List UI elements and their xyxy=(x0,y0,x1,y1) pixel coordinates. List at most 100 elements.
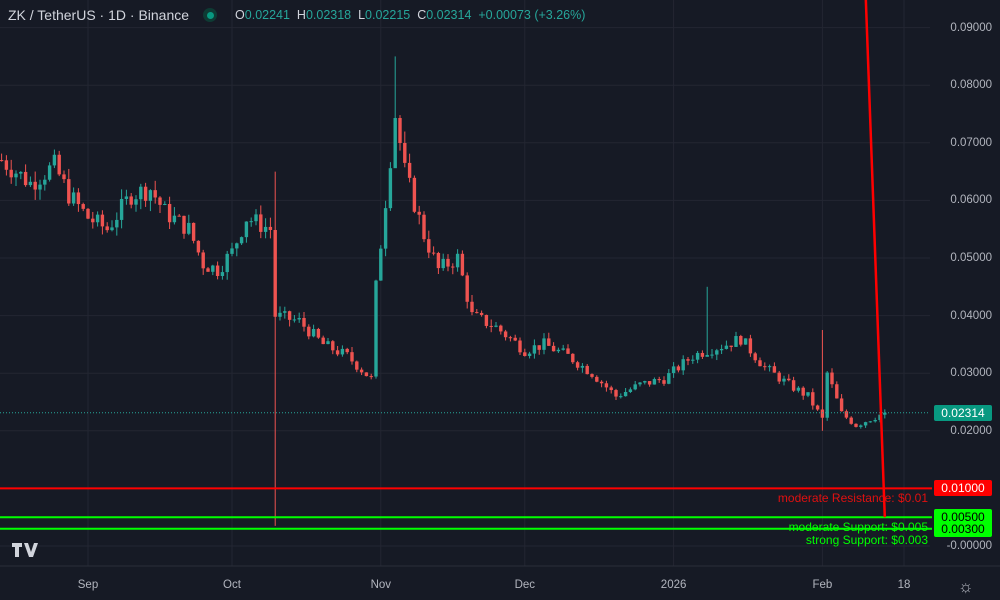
candle-body xyxy=(364,372,369,377)
candle-body xyxy=(446,258,450,267)
candle-body xyxy=(599,381,604,384)
candle-body xyxy=(71,192,76,204)
candle-body xyxy=(681,359,685,371)
candle-body xyxy=(739,336,743,345)
ohlc-legend: O0.02241 H0.02318 L0.02215 C0.02314 +0.0… xyxy=(235,8,586,22)
candle-body xyxy=(388,168,393,209)
candle-body xyxy=(595,376,599,382)
candle-body xyxy=(455,253,460,268)
candle-body xyxy=(691,359,695,361)
candle-body xyxy=(844,411,849,418)
candle-body xyxy=(196,240,201,253)
candle-body xyxy=(494,325,498,327)
candle-body xyxy=(249,221,253,223)
candle-body xyxy=(359,369,364,373)
candle-body xyxy=(177,215,181,217)
settings-gear-icon[interactable]: ☼ xyxy=(958,577,974,596)
candle-body xyxy=(763,366,767,368)
candle-body xyxy=(0,160,4,162)
candle-body xyxy=(489,325,493,327)
candle-body xyxy=(638,382,642,385)
candle-body xyxy=(743,338,748,345)
candle-body xyxy=(796,387,801,391)
candle-body xyxy=(62,174,66,180)
candle-body xyxy=(729,345,733,347)
candle-body xyxy=(302,317,306,327)
candle-body xyxy=(758,360,762,367)
candle-body xyxy=(451,266,455,268)
candle-body xyxy=(321,337,325,345)
candle-body xyxy=(849,417,853,424)
candle-body xyxy=(316,328,321,338)
candle-body xyxy=(614,390,618,397)
candle-body xyxy=(201,252,205,269)
candle-body xyxy=(503,331,508,338)
candle-body xyxy=(542,338,546,350)
time-tick-label: Dec xyxy=(514,579,536,591)
candle-body xyxy=(657,379,661,381)
candle-body xyxy=(508,337,513,339)
candle-body xyxy=(571,353,575,363)
price-tick-label: -0.00000 xyxy=(946,540,992,552)
candle-body xyxy=(863,422,868,426)
candle-body xyxy=(124,196,129,199)
market-status-icon xyxy=(203,8,218,22)
candle-body xyxy=(484,314,489,326)
time-tick-label: 18 xyxy=(897,579,911,591)
candle-body xyxy=(57,154,61,175)
candle-body xyxy=(609,387,613,391)
candle-body xyxy=(191,222,196,241)
candle-body xyxy=(311,328,316,337)
candle-body xyxy=(67,179,71,204)
candle-body xyxy=(129,196,133,205)
candle-body xyxy=(43,179,47,185)
candle-body xyxy=(19,171,23,174)
candle-body xyxy=(326,341,330,345)
symbol-title[interactable]: ZK / TetherUS · 1D · Binance xyxy=(8,7,190,23)
candle-body xyxy=(215,265,220,277)
candle-body xyxy=(239,237,244,244)
time-tick-label: Oct xyxy=(223,579,241,591)
candle-body xyxy=(527,353,532,356)
candle-body xyxy=(643,381,647,383)
candle-body xyxy=(551,345,556,352)
candle-body xyxy=(163,203,167,205)
candle-body xyxy=(331,341,335,351)
candle-body xyxy=(38,184,42,190)
candle-body xyxy=(470,301,474,313)
candle-body xyxy=(268,226,273,230)
candle-body xyxy=(705,354,709,357)
level-label: moderate Resistance: $0.01 xyxy=(777,491,928,506)
candle-body xyxy=(345,348,349,353)
price-tick-label: 0.08000 xyxy=(950,79,992,92)
time-tick-label: Nov xyxy=(370,579,392,591)
candle-body xyxy=(830,372,834,385)
candle-body xyxy=(566,348,570,354)
candle-body xyxy=(167,203,172,223)
candle-body xyxy=(95,214,100,223)
candle-body xyxy=(695,352,700,360)
candle-body xyxy=(143,186,148,201)
candle-body xyxy=(676,366,681,371)
chart-header: ZK / TetherUS · 1D · Binance O0.02241 H0… xyxy=(8,7,585,23)
candle-body xyxy=(115,219,119,228)
candle-body xyxy=(153,190,157,198)
candle-body xyxy=(767,366,772,368)
candle-body xyxy=(4,160,9,170)
candle-body xyxy=(787,378,791,381)
tradingview-logo[interactable]: TV xyxy=(10,541,38,559)
candle-body xyxy=(537,345,541,350)
candle-body xyxy=(412,177,417,212)
candle-body xyxy=(307,326,311,337)
price-tick-label: 0.02000 xyxy=(950,424,992,437)
candle-body xyxy=(575,362,580,368)
candle-body xyxy=(820,409,825,418)
candle-body xyxy=(139,186,143,200)
candle-body xyxy=(700,352,705,357)
candle-body xyxy=(436,252,441,269)
candle-body xyxy=(28,181,33,186)
candle-body xyxy=(86,208,90,219)
candle-body xyxy=(187,222,191,234)
